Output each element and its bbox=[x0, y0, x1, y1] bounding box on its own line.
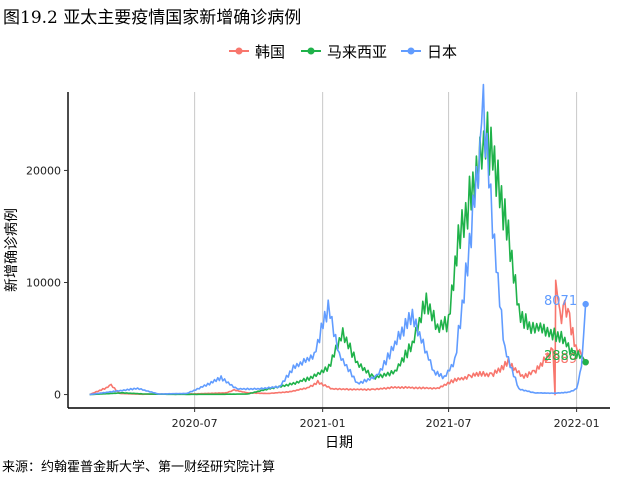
x-tick-label: 2021-01 bbox=[300, 417, 346, 430]
legend-key-malaysia-icon bbox=[301, 47, 321, 55]
legend-label-japan: 日本 bbox=[427, 42, 458, 61]
series-end-point-1 bbox=[582, 358, 589, 366]
x-tick-label: 2020-07 bbox=[172, 417, 218, 430]
series-line-2 bbox=[89, 83, 587, 396]
series-end-label-0: 2889 bbox=[544, 352, 577, 367]
chart-title: 图19.2 亚太主要疫情国家新增确诊病例 bbox=[3, 8, 302, 28]
series-layer bbox=[89, 83, 587, 396]
x-axis-title: 日期 bbox=[325, 435, 353, 451]
legend-item-japan[interactable]: 日本 bbox=[400, 38, 457, 64]
legend-label-korea: 韩国 bbox=[255, 42, 286, 61]
legend-key-japan-icon bbox=[401, 47, 421, 55]
chart-legend: 韩国 马来西亚 日本 bbox=[0, 38, 640, 64]
series-end-point-2 bbox=[582, 300, 589, 308]
source-note: 来源：约翰霍普金斯大学、第一财经研究院计算 bbox=[2, 460, 276, 475]
y-axis-title: 新增确诊病例 bbox=[4, 208, 20, 292]
axis-ticks: 2020-07 2021-01 2021-07 2022-01 0 10000 20000 bbox=[26, 164, 600, 430]
gridlines bbox=[194, 92, 578, 408]
series-end-label-1: 2888 bbox=[544, 349, 577, 364]
y-tick-label: 0 bbox=[54, 389, 61, 402]
legend-key-korea-icon bbox=[229, 47, 249, 55]
series-line-1 bbox=[89, 111, 587, 396]
series-end-label-2: 8071 bbox=[544, 294, 577, 309]
legend-item-korea[interactable]: 韩国 bbox=[228, 38, 285, 64]
x-tick-label: 2021-07 bbox=[426, 417, 472, 430]
legend-item-malaysia[interactable]: 马来西亚 bbox=[300, 38, 387, 64]
y-tick-label: 20000 bbox=[26, 164, 61, 177]
y-tick-label: 10000 bbox=[26, 276, 61, 289]
x-tick-label: 2022-01 bbox=[554, 417, 600, 430]
series-line-0 bbox=[89, 279, 587, 396]
legend-label-malaysia: 马来西亚 bbox=[327, 42, 388, 61]
